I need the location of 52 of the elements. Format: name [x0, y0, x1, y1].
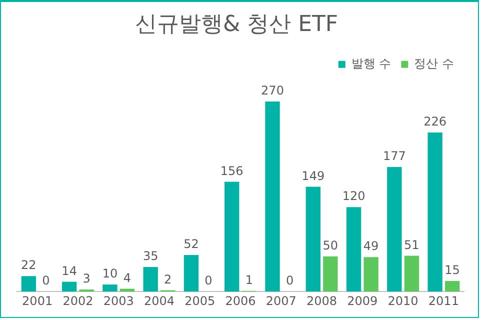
x-tick-label: 2005 [184, 294, 216, 308]
data-label: 49 [363, 239, 379, 254]
bar [184, 254, 199, 292]
data-label: 270 [261, 84, 284, 98]
data-label: 4 [123, 270, 132, 285]
bar [444, 281, 460, 292]
data-label: 226 [424, 114, 446, 129]
x-tick-label: 2010 [388, 294, 418, 308]
bar [364, 257, 378, 292]
data-label: 149 [302, 168, 325, 183]
data-label: 51 [404, 238, 420, 252]
bar [306, 186, 320, 292]
data-label: 177 [382, 149, 406, 164]
data-label: 14 [62, 264, 77, 278]
x-tick-label: 2006 [225, 294, 256, 308]
data-label: 3 [82, 272, 90, 286]
x-tick-label: 2008 [306, 294, 338, 308]
x-tick-label: 2001 [22, 294, 53, 308]
bar [428, 132, 442, 292]
data-label: 0 [286, 274, 294, 288]
x-tick-label: 2002 [62, 294, 94, 308]
x-tick-label: 2009 [347, 294, 378, 308]
legend-label: 정산 수 [414, 56, 454, 71]
x-tick-label: 2011 [428, 294, 459, 308]
data-label: 22 [21, 258, 36, 272]
bar [404, 256, 420, 292]
data-label: 120 [342, 189, 366, 204]
data-label: 0 [42, 274, 50, 288]
bar [79, 289, 94, 292]
data-label: 2 [164, 272, 172, 286]
x-tick-label: 2003 [103, 294, 134, 308]
bar [224, 182, 240, 292]
data-label: 156 [220, 164, 244, 178]
x-tick-label: 2004 [144, 294, 174, 308]
x-tick-label: 2007 [266, 294, 296, 308]
bar [62, 282, 77, 292]
legend-label: 발행 수 [351, 56, 392, 71]
data-label: 0 [204, 274, 212, 288]
bar [323, 256, 338, 292]
bar [143, 266, 158, 292]
bar [265, 102, 280, 292]
data-label: 15 [444, 263, 460, 278]
data-label: 35 [142, 249, 158, 264]
data-label: 1 [245, 273, 253, 288]
chart-title: 신규발행& 청산 ETF [134, 12, 338, 37]
data-label: 50 [322, 238, 338, 253]
bar [346, 207, 362, 292]
bar [102, 284, 118, 292]
data-label: 52 [184, 237, 199, 252]
bar [387, 166, 402, 292]
data-label: 10 [102, 266, 118, 281]
bar [21, 276, 36, 292]
